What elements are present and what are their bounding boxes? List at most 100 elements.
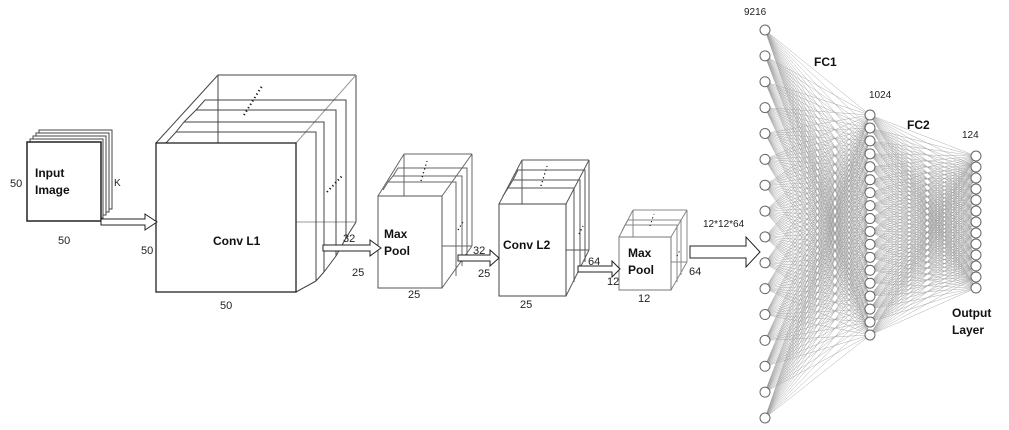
fc-connection xyxy=(869,166,977,219)
fc-connection xyxy=(869,199,977,206)
fc-connection xyxy=(869,166,977,232)
fc-connection xyxy=(869,166,977,201)
fc1-label: FC1 xyxy=(814,55,837,69)
fc-connection xyxy=(764,166,871,419)
arrows xyxy=(100,213,761,279)
fc-input-neuron xyxy=(759,283,771,295)
fc-connection xyxy=(869,153,977,256)
fc-connection xyxy=(869,166,977,310)
fc-output-neuron xyxy=(970,249,982,261)
fc-connection xyxy=(764,257,871,419)
max-pool-2-height-label: 12 xyxy=(607,276,620,288)
fc-connection xyxy=(764,114,871,367)
fc-connection xyxy=(869,166,977,179)
fc-connection xyxy=(869,166,977,278)
fc-output-neuron xyxy=(970,183,982,195)
fc-connection xyxy=(869,205,977,289)
fc-connection xyxy=(869,188,977,193)
fc-hidden-neuron xyxy=(864,148,876,160)
fc-connection xyxy=(869,166,977,284)
fc-connection xyxy=(869,155,977,310)
fc-connection xyxy=(764,114,871,341)
fc-connection xyxy=(764,127,871,238)
fc-connection xyxy=(869,177,977,180)
fc-connection xyxy=(764,153,871,419)
fc-connection xyxy=(869,210,977,271)
fc-connection xyxy=(869,218,977,267)
fc-output-neuron xyxy=(970,282,982,294)
fc-connection xyxy=(869,205,977,267)
fc-output-neuron xyxy=(970,172,982,184)
fc-connection xyxy=(764,114,871,186)
fc-connection xyxy=(869,140,977,212)
fc-hidden-neuron xyxy=(864,174,876,186)
fc-input-neuron xyxy=(759,412,771,424)
fc-hidden-neuron xyxy=(864,187,876,199)
fc-output-neuron xyxy=(970,150,982,162)
max-pool-1-width-label: 25 xyxy=(408,289,421,301)
fc-input-neuron xyxy=(759,360,771,372)
fc-connection xyxy=(869,231,977,289)
fc-connection xyxy=(869,114,977,190)
fc-input-neuron xyxy=(759,231,771,243)
fc-connection xyxy=(869,192,977,234)
fc-connection xyxy=(764,127,871,419)
fc-connection xyxy=(869,166,977,180)
fc-connection xyxy=(869,140,977,201)
conv-l2-height-label: 25 xyxy=(478,268,491,280)
fc-connection xyxy=(869,153,977,223)
fc-connection xyxy=(869,199,977,271)
fc-connections xyxy=(764,29,977,419)
fc-connection xyxy=(764,114,871,393)
fc-connection xyxy=(764,114,871,419)
fc-output-neuron xyxy=(970,271,982,283)
max-pool-2-title: Max Pool xyxy=(628,246,654,277)
fc-connection xyxy=(764,321,871,419)
fc-connection xyxy=(869,232,977,336)
fc-hidden-neuron xyxy=(864,135,876,147)
fc-connection xyxy=(869,153,977,212)
fc-connection xyxy=(764,218,871,419)
fc-connection xyxy=(869,199,977,336)
fc-connection xyxy=(764,296,871,419)
fc-connection xyxy=(869,210,977,323)
fc-connection xyxy=(869,188,977,323)
fc-input-neuron xyxy=(759,76,771,88)
fc-connection xyxy=(764,107,871,116)
fc-connection xyxy=(869,192,977,245)
conv-l1-width-label: 50 xyxy=(220,300,233,312)
fc-connection xyxy=(869,231,977,278)
fc-connection xyxy=(869,127,977,212)
fc-connection xyxy=(869,155,977,258)
fc-connection xyxy=(869,210,977,219)
fc-connection xyxy=(869,210,977,310)
fc-connection xyxy=(869,114,977,157)
fc-connection xyxy=(764,81,871,116)
fc-connection xyxy=(869,244,977,289)
fc-hidden-neuron xyxy=(864,109,876,121)
fc-connection xyxy=(869,177,977,284)
fc-connection xyxy=(869,155,977,271)
fc-connection xyxy=(869,127,977,168)
fc-connection xyxy=(869,188,977,336)
fc-connection xyxy=(869,155,977,336)
fc-connection xyxy=(869,114,977,168)
fc-connection xyxy=(869,243,977,336)
fc-connection xyxy=(869,199,977,258)
fc-connection xyxy=(869,205,977,212)
fc-hidden-neuron xyxy=(864,238,876,250)
fc-connection xyxy=(869,166,977,271)
fc-connection xyxy=(869,192,977,289)
fc-connection xyxy=(869,287,977,336)
fc-connection xyxy=(869,155,977,232)
fc-hidden-neuron xyxy=(864,251,876,263)
conv-l2-width-label: 25 xyxy=(520,299,533,311)
fc-connection xyxy=(764,231,871,419)
fc-connection xyxy=(869,177,977,271)
fc-connection xyxy=(869,155,977,167)
fc-connection xyxy=(764,55,871,129)
fc-connection xyxy=(869,127,977,223)
fc-connection xyxy=(869,188,977,206)
fc-connection xyxy=(869,179,977,190)
fc-hidden-count: 1024 xyxy=(869,90,892,101)
